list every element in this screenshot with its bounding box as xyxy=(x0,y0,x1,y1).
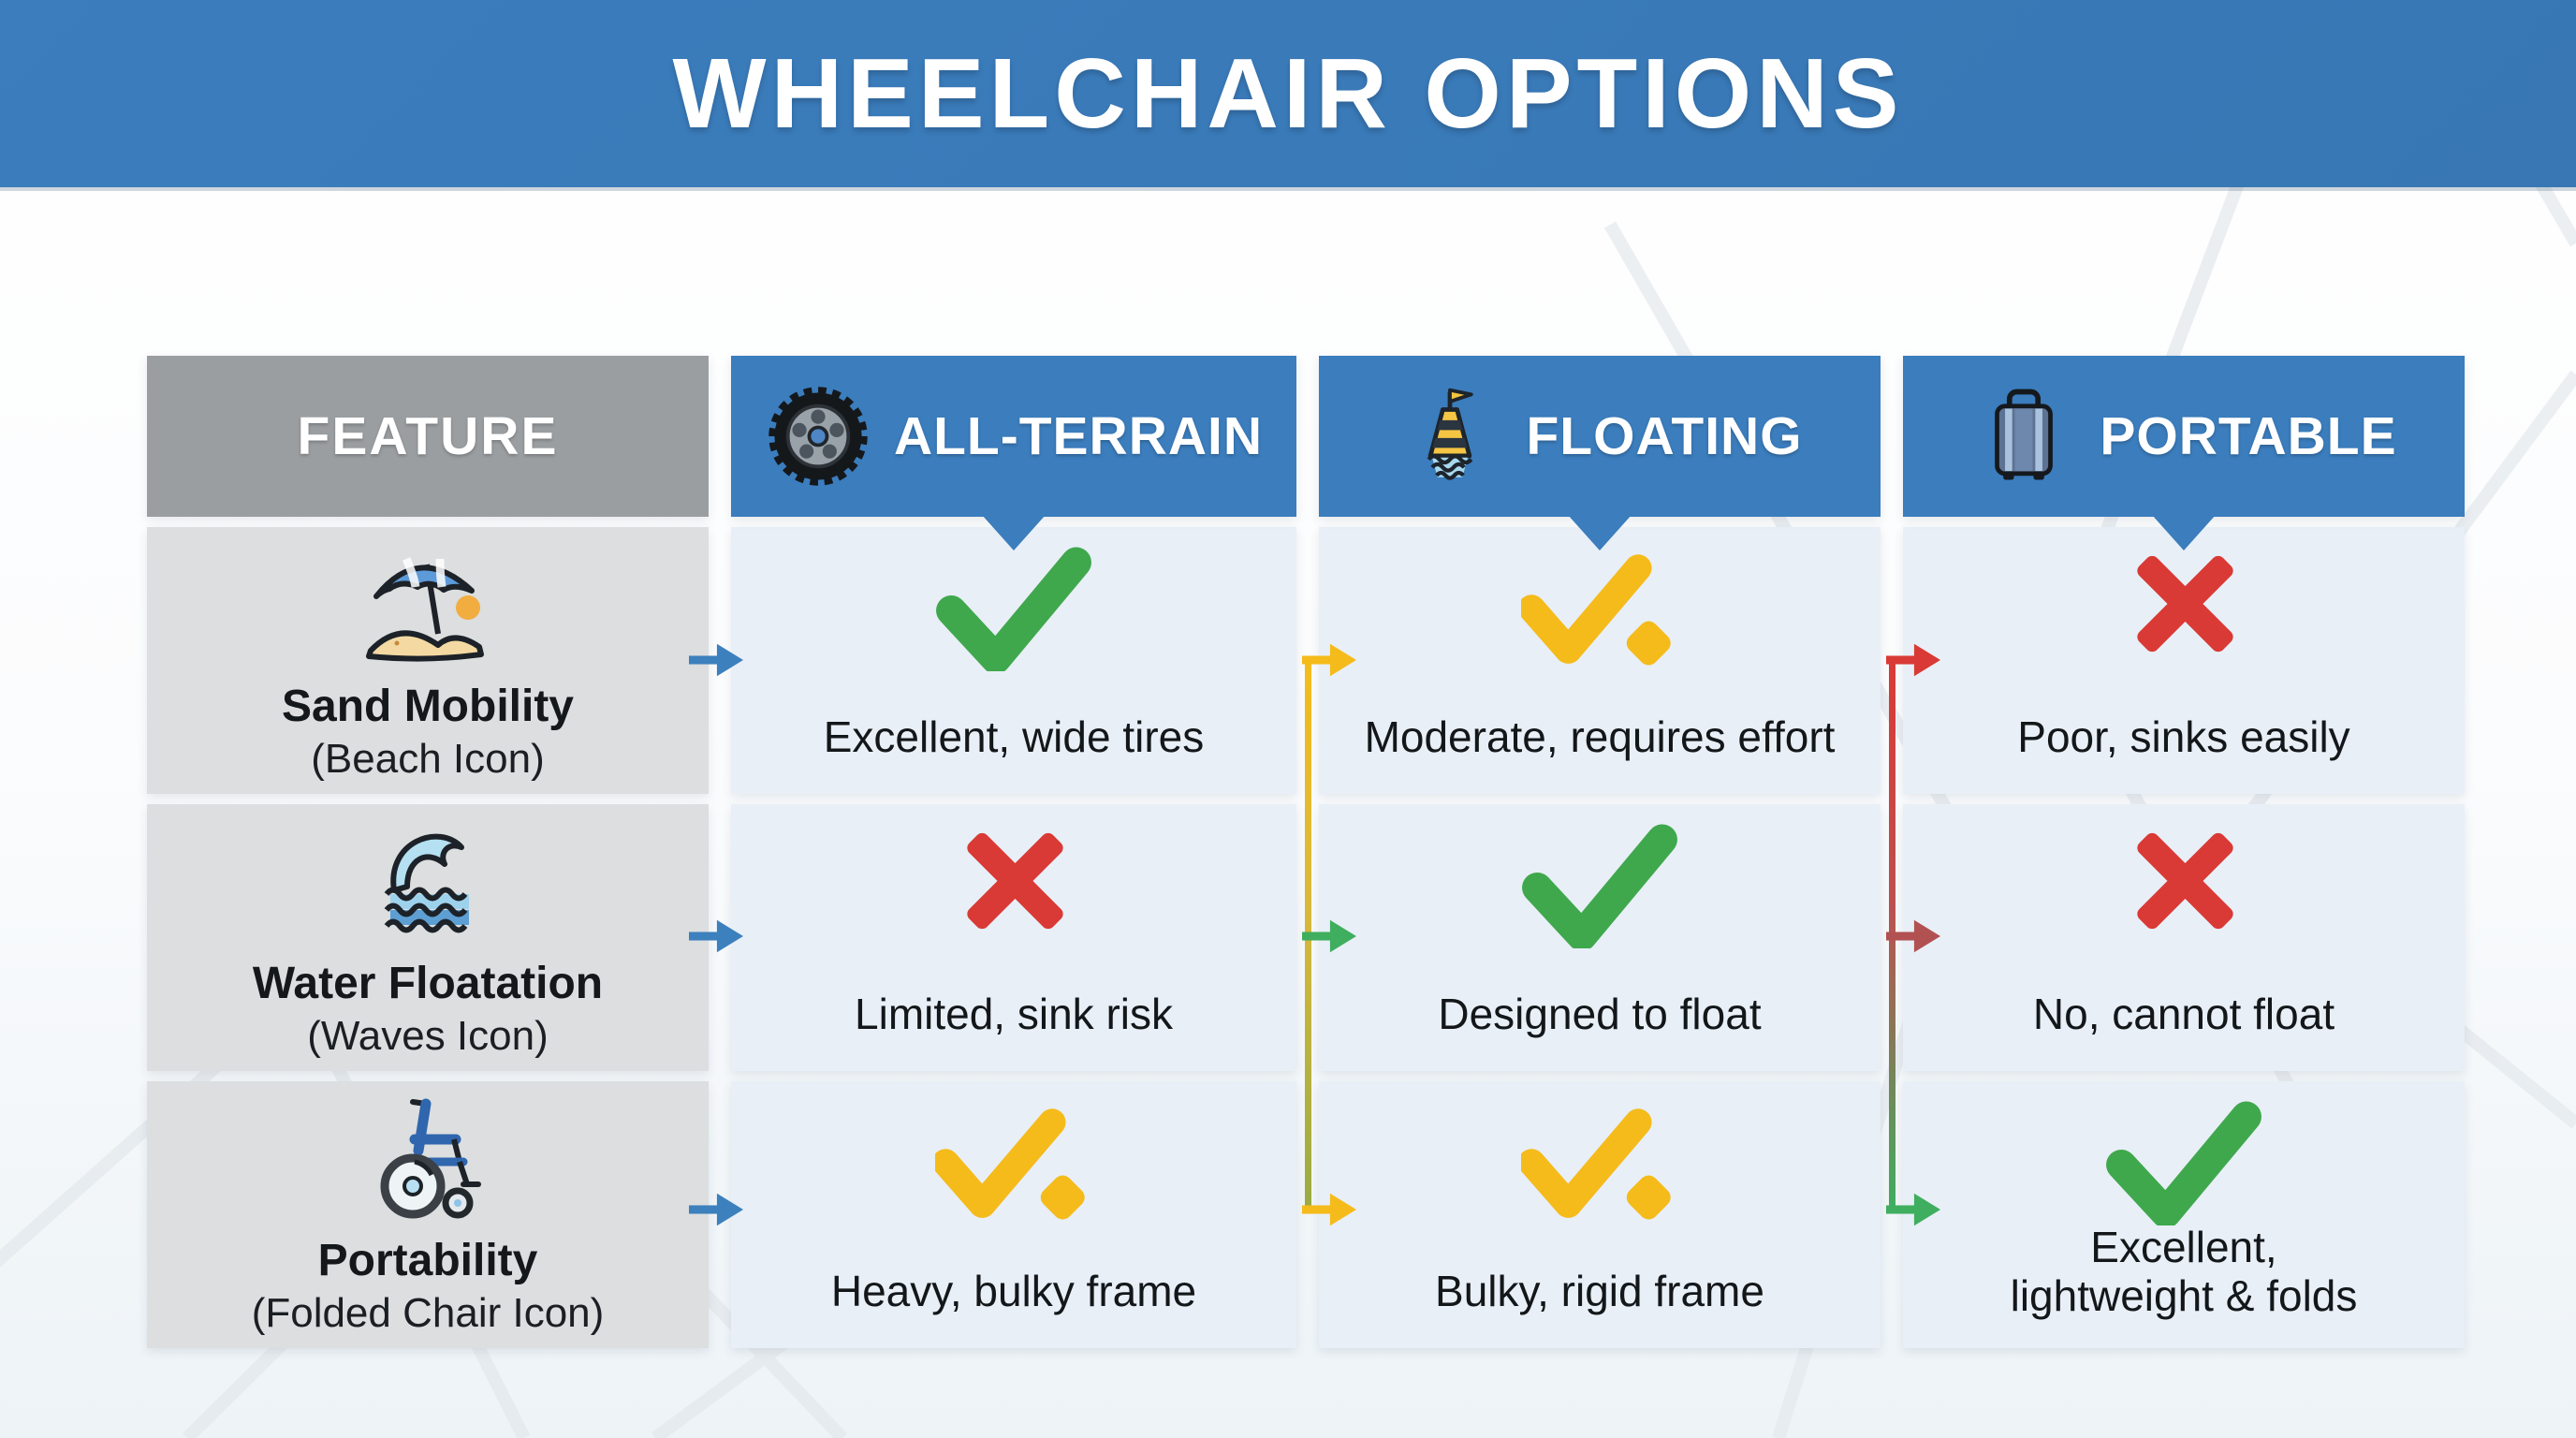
arrow-right-icon xyxy=(1302,1189,1356,1230)
status-mark xyxy=(935,1093,1092,1224)
cell-water-floatation-portable: No, cannot float xyxy=(1903,804,2465,1071)
partial-check-icon xyxy=(1521,1093,1678,1224)
cell-water-floatation-floating: Designed to float xyxy=(1319,804,1881,1071)
x-icon xyxy=(2121,829,2247,933)
folded-wheelchair-icon xyxy=(380,1098,481,1219)
cell-sand-mobility-portable: Poor, sinks easily xyxy=(1903,527,2465,794)
status-mark xyxy=(951,815,1076,946)
feature-header-cell: FEATURE xyxy=(147,356,709,517)
cell-portability-all-terrain: Heavy, bulky frame xyxy=(731,1081,1296,1348)
page-title: WHEELCHAIR OPTIONS xyxy=(672,37,1904,149)
status-mark xyxy=(1521,1093,1678,1224)
feature-cell-water-floatation: Water Floatation (Waves Icon) xyxy=(147,804,709,1071)
feature-subtitle: (Folded Chair Icon) xyxy=(251,1289,605,1336)
cell-text: Heavy, bulky frame xyxy=(830,1267,1197,1316)
cell-text: Poor, sinks easily xyxy=(2017,712,2350,762)
cell-text: Excellent, wide tires xyxy=(823,712,1205,762)
cell-text: Excellent, lightweight & folds xyxy=(2010,1223,2358,1320)
arrow-right-icon xyxy=(1886,639,1940,681)
cell-sand-mobility-all-terrain: Excellent, wide tires xyxy=(731,527,1296,794)
feature-subtitle: (Waves Icon) xyxy=(307,1012,549,1059)
cell-portability-floating: Bulky, rigid frame xyxy=(1319,1081,1881,1348)
status-mark xyxy=(2121,538,2247,669)
feature-name: Portability xyxy=(317,1235,538,1285)
cell-portability-portable: Excellent, lightweight & folds xyxy=(1903,1081,2465,1348)
arrow-right-icon xyxy=(689,1189,743,1230)
buoy-icon xyxy=(1427,388,1474,480)
waves-icon xyxy=(384,833,469,933)
arrow-right-icon xyxy=(1886,916,1940,957)
status-mark xyxy=(2103,1093,2264,1224)
cell-text: No, cannot float xyxy=(2032,990,2335,1039)
cell-text: Moderate, requires effort xyxy=(1364,712,1836,762)
column-header-portable: PORTABLE xyxy=(1903,356,2465,550)
cell-water-floatation-all-terrain: Limited, sink risk xyxy=(731,804,1296,1071)
feature-cell-sand-mobility: Sand Mobility (Beach Icon) xyxy=(147,527,709,794)
column-header-all-terrain: ALL-TERRAIN xyxy=(731,356,1296,550)
feature-subtitle: (Beach Icon) xyxy=(311,735,545,782)
column-header-floating: FLOATING xyxy=(1319,356,1881,550)
cell-text: Bulky, rigid frame xyxy=(1435,1267,1764,1316)
check-icon xyxy=(2103,1092,2264,1225)
column-header-label: ALL-TERRAIN xyxy=(893,406,1264,466)
status-mark xyxy=(1521,538,1678,669)
beach-icon xyxy=(366,556,484,662)
feature-name: Water Floatation xyxy=(252,958,604,1008)
partial-check-icon xyxy=(935,1093,1092,1224)
arrow-right-icon xyxy=(1886,1189,1940,1230)
feature-cell-portability: Portability (Folded Chair Icon) xyxy=(147,1081,709,1348)
status-mark xyxy=(1519,815,1680,946)
check-icon xyxy=(933,537,1094,671)
tire-icon xyxy=(768,387,868,486)
cell-text: Designed to float xyxy=(1438,990,1762,1039)
column-header-label: PORTABLE xyxy=(2100,406,2397,466)
arrow-right-icon xyxy=(689,639,743,681)
check-icon xyxy=(1519,814,1680,948)
suitcase-icon xyxy=(1995,389,2054,480)
cell-text: Limited, sink risk xyxy=(855,990,1173,1039)
status-mark xyxy=(933,538,1094,669)
arrow-right-icon xyxy=(1302,916,1356,957)
status-mark xyxy=(2121,815,2247,946)
feature-header-label: FEATURE xyxy=(297,406,559,466)
title-bar: WHEELCHAIR OPTIONS xyxy=(0,0,2576,187)
x-icon xyxy=(2121,551,2247,656)
arrow-right-icon xyxy=(1302,639,1356,681)
cell-sand-mobility-floating: Moderate, requires effort xyxy=(1319,527,1881,794)
partial-check-icon xyxy=(1521,538,1678,669)
feature-name: Sand Mobility xyxy=(282,681,574,731)
column-header-label: FLOATING xyxy=(1526,406,1803,466)
arrow-right-icon xyxy=(689,916,743,957)
x-icon xyxy=(951,829,1076,933)
